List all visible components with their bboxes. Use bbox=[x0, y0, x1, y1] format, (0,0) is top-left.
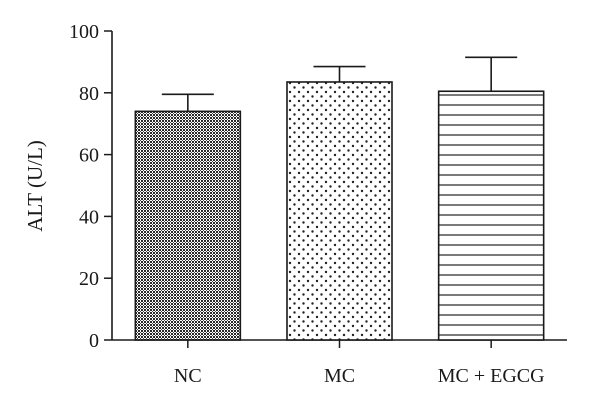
bars bbox=[134, 81, 545, 341]
x-category-label: MC + EGCG bbox=[438, 365, 545, 387]
y-axis-ticks: 0 20 40 60 80 100 bbox=[69, 21, 112, 352]
y-tick-label: 100 bbox=[69, 21, 99, 43]
error-bars bbox=[161, 56, 518, 112]
y-tick-label: 40 bbox=[79, 206, 99, 228]
y-tick-label: 20 bbox=[79, 268, 99, 290]
y-tick-label: 80 bbox=[79, 83, 99, 105]
y-axis-label: ALT (U/L) bbox=[23, 140, 47, 232]
bar-nc bbox=[134, 110, 242, 341]
y-tick-label: 0 bbox=[89, 330, 99, 352]
y-tick-label: 60 bbox=[79, 145, 99, 167]
x-axis-categories: NC MC MC + EGCG bbox=[174, 340, 545, 387]
bar-mc-egcg bbox=[437, 90, 545, 341]
bar-mc bbox=[286, 81, 393, 341]
x-category-label: MC bbox=[324, 365, 355, 387]
x-category-label: NC bbox=[174, 365, 202, 387]
